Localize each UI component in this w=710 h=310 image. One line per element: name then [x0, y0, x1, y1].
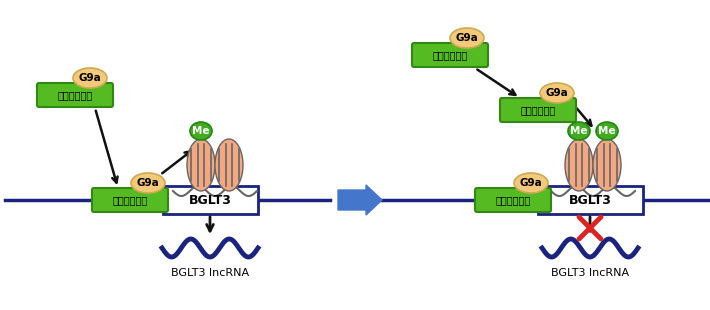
Ellipse shape: [568, 122, 590, 140]
Text: BGLT3 lncRNA: BGLT3 lncRNA: [551, 268, 629, 278]
Ellipse shape: [215, 139, 243, 191]
Text: G9a: G9a: [520, 178, 542, 188]
Text: Me: Me: [192, 126, 209, 136]
Ellipse shape: [565, 139, 593, 191]
FancyBboxPatch shape: [475, 188, 551, 212]
Ellipse shape: [190, 122, 212, 140]
Text: G9a: G9a: [136, 178, 159, 188]
Text: BGLT3 lncRNA: BGLT3 lncRNA: [171, 268, 249, 278]
Text: 転写抑制因子: 転写抑制因子: [432, 50, 468, 60]
FancyBboxPatch shape: [412, 43, 488, 67]
Ellipse shape: [514, 173, 548, 193]
Ellipse shape: [131, 173, 165, 193]
Ellipse shape: [596, 122, 618, 140]
FancyBboxPatch shape: [500, 98, 576, 122]
Text: Me: Me: [570, 126, 588, 136]
Text: 転写抑制因子: 転写抑制因子: [112, 195, 148, 205]
FancyBboxPatch shape: [163, 186, 258, 214]
Ellipse shape: [540, 83, 574, 103]
Text: G9a: G9a: [456, 33, 479, 43]
FancyBboxPatch shape: [537, 186, 643, 214]
Ellipse shape: [73, 68, 107, 88]
Ellipse shape: [593, 139, 621, 191]
FancyBboxPatch shape: [92, 188, 168, 212]
Ellipse shape: [450, 28, 484, 48]
FancyArrow shape: [338, 185, 382, 215]
Text: G9a: G9a: [79, 73, 102, 83]
Ellipse shape: [187, 139, 215, 191]
Text: BGLT3: BGLT3: [569, 193, 611, 206]
Text: 転写抑制因子: 転写抑制因子: [496, 195, 530, 205]
Text: G9a: G9a: [545, 88, 569, 98]
Text: 転写抑制因子: 転写抑制因子: [58, 90, 92, 100]
FancyBboxPatch shape: [37, 83, 113, 107]
Text: Me: Me: [599, 126, 616, 136]
Text: BGLT3: BGLT3: [189, 193, 231, 206]
Text: 転写抑制因子: 転写抑制因子: [520, 105, 556, 115]
